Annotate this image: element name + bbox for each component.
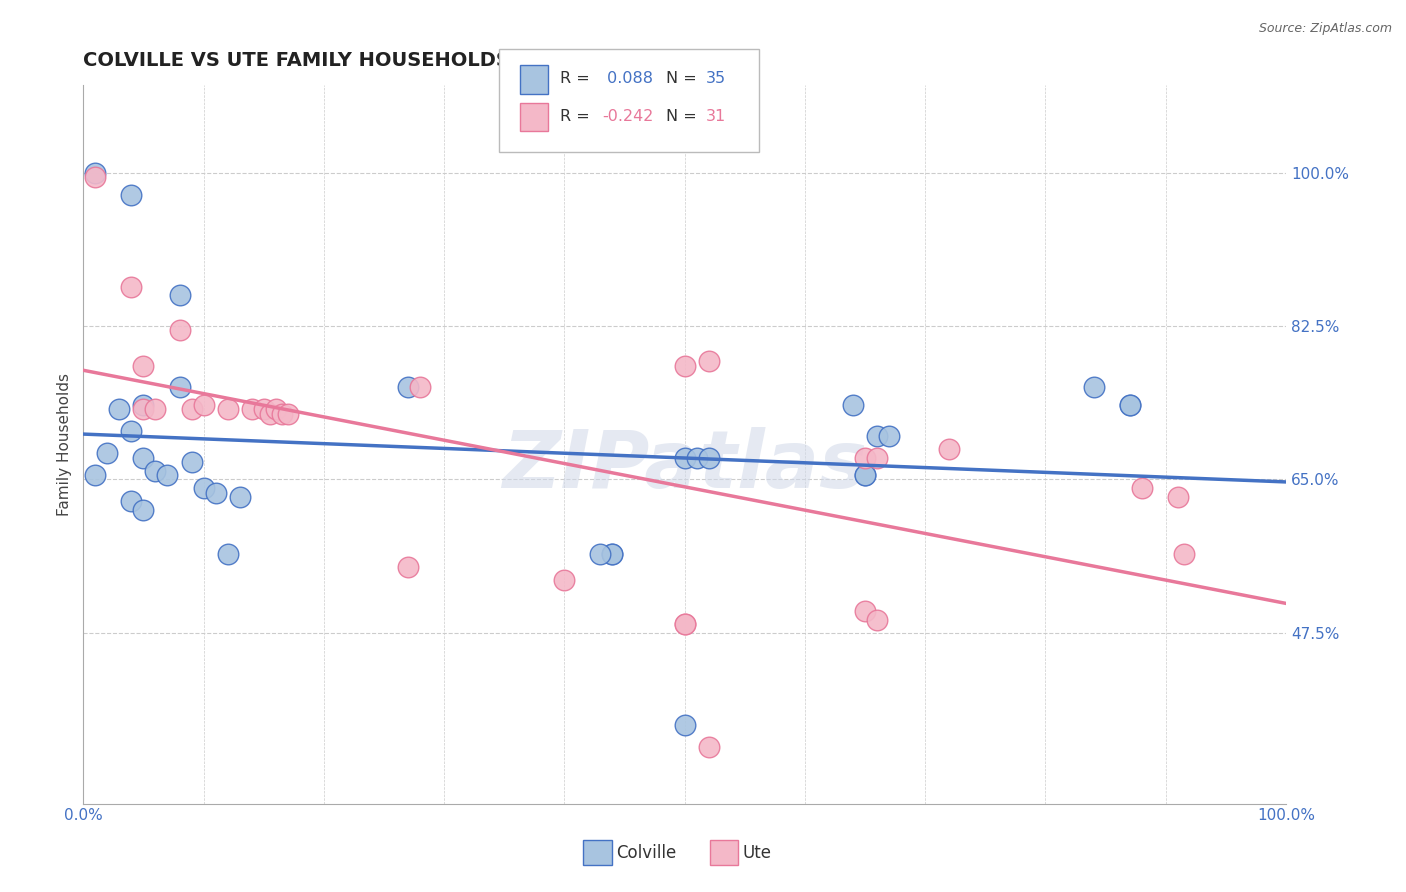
- Text: 31: 31: [706, 110, 725, 124]
- Point: [132, 398, 155, 412]
- Text: R =: R =: [560, 71, 595, 86]
- Point: [866, 428, 889, 442]
- Point: [132, 402, 155, 417]
- Point: [120, 494, 142, 508]
- Point: [673, 450, 696, 465]
- Point: [84, 468, 107, 483]
- Point: [853, 468, 876, 483]
- Point: [853, 468, 876, 483]
- Point: [853, 604, 876, 618]
- Point: [253, 402, 276, 417]
- Point: [673, 359, 696, 373]
- Text: Source: ZipAtlas.com: Source: ZipAtlas.com: [1258, 22, 1392, 36]
- Point: [132, 450, 155, 465]
- Point: [132, 503, 155, 517]
- Point: [589, 547, 612, 561]
- Text: ZIPatlas: ZIPatlas: [502, 427, 868, 505]
- Point: [673, 718, 696, 732]
- Point: [217, 547, 239, 561]
- Point: [84, 170, 107, 185]
- Point: [866, 450, 889, 465]
- Point: [204, 485, 226, 500]
- Point: [1118, 398, 1140, 412]
- Point: [169, 288, 191, 302]
- Text: 0.088: 0.088: [602, 71, 652, 86]
- Point: [602, 547, 624, 561]
- Text: Colville: Colville: [616, 844, 676, 862]
- Point: [697, 450, 720, 465]
- Point: [259, 407, 281, 421]
- Point: [240, 402, 263, 417]
- Point: [120, 424, 142, 438]
- Point: [193, 481, 215, 495]
- Point: [938, 442, 960, 456]
- Text: R =: R =: [560, 110, 595, 124]
- Text: 35: 35: [706, 71, 725, 86]
- Point: [396, 380, 419, 394]
- Point: [120, 279, 142, 293]
- Point: [1130, 481, 1153, 495]
- Point: [877, 428, 900, 442]
- Point: [132, 359, 155, 373]
- Point: [673, 617, 696, 632]
- Point: [180, 455, 202, 469]
- Point: [842, 398, 865, 412]
- Point: [697, 739, 720, 754]
- Point: [145, 464, 167, 478]
- Point: [180, 402, 202, 417]
- Point: [697, 354, 720, 368]
- Point: [602, 547, 624, 561]
- Point: [84, 166, 107, 180]
- Point: [270, 407, 292, 421]
- Point: [1173, 547, 1195, 561]
- Point: [277, 407, 299, 421]
- Point: [396, 560, 419, 574]
- Point: [169, 380, 191, 394]
- Point: [1118, 398, 1140, 412]
- Point: [866, 613, 889, 627]
- Point: [228, 490, 250, 504]
- Point: [145, 402, 167, 417]
- Point: [156, 468, 179, 483]
- Point: [853, 450, 876, 465]
- Text: -0.242: -0.242: [602, 110, 654, 124]
- Point: [96, 446, 118, 460]
- Text: Ute: Ute: [742, 844, 772, 862]
- Point: [685, 450, 707, 465]
- Point: [1083, 380, 1105, 394]
- Point: [264, 402, 287, 417]
- Point: [409, 380, 432, 394]
- Point: [169, 323, 191, 337]
- Point: [120, 187, 142, 202]
- Text: COLVILLE VS UTE FAMILY HOUSEHOLDS CORRELATION CHART: COLVILLE VS UTE FAMILY HOUSEHOLDS CORREL…: [83, 51, 751, 70]
- Y-axis label: Family Households: Family Households: [58, 373, 72, 516]
- Point: [108, 402, 131, 417]
- Point: [553, 573, 575, 587]
- Text: N =: N =: [666, 71, 703, 86]
- Point: [217, 402, 239, 417]
- Point: [193, 398, 215, 412]
- Text: N =: N =: [666, 110, 703, 124]
- Point: [1167, 490, 1189, 504]
- Point: [673, 617, 696, 632]
